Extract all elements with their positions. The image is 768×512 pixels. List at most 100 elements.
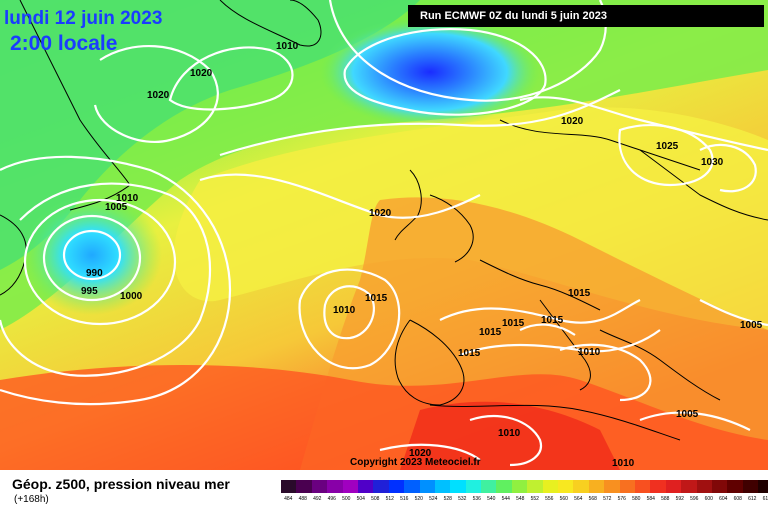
- isobar-990: [62, 229, 122, 281]
- isobar-label: 990: [86, 268, 103, 279]
- isobar-label: 1030: [701, 157, 724, 168]
- isobar-label: 1020: [561, 116, 584, 127]
- weather-map: 1010 1020 1020 1010 1005 990 995 1000 10…: [0, 0, 768, 470]
- scale-tick-label: 496: [327, 496, 336, 502]
- isobar-1030: [699, 143, 757, 193]
- scale-tick-label: 508: [371, 496, 380, 502]
- isobar-1020-atlantic: [199, 173, 481, 219]
- scale-tick-label: 500: [342, 496, 351, 502]
- isobar-1005-ne: [699, 299, 768, 327]
- isobar-1025: [618, 124, 714, 187]
- isobar-1015-north: [219, 89, 621, 157]
- scale-swatch: [542, 480, 559, 493]
- scale-tick-label: 568: [588, 496, 597, 502]
- scale-swatch: [450, 480, 466, 493]
- iceland-low: [320, 17, 540, 127]
- isobar-label: 1000: [120, 291, 143, 302]
- scale-swatch: [727, 480, 743, 493]
- baltic-coast: [639, 149, 768, 221]
- isobar-1010-med: [559, 343, 652, 402]
- isobar-1020-b: [93, 45, 219, 143]
- scale-tick-label: 576: [617, 496, 626, 502]
- isobar-label: 1015: [568, 288, 591, 299]
- north-africa-coast: [429, 404, 681, 441]
- scale-swatch: [388, 480, 405, 493]
- scale-swatch: [481, 480, 497, 493]
- scale-tick-label: 544: [501, 496, 510, 502]
- scale-tick-label: 560: [559, 496, 568, 502]
- isobar-label: 1020: [190, 68, 213, 79]
- scale-swatch: [758, 480, 768, 493]
- isobar-label: 1015: [365, 293, 388, 304]
- legend-title: Géop. z500, pression niveau mer: [12, 476, 230, 492]
- scale-swatch: [311, 480, 328, 493]
- scale-tick-label: 616: [762, 496, 768, 502]
- scale-swatch: [296, 480, 312, 493]
- isobar-label: 1020: [147, 90, 170, 101]
- scale-tick-label: 584: [646, 496, 655, 502]
- isobar-1010-azores: [323, 285, 375, 340]
- isobar-1015-azores: [298, 268, 401, 370]
- scale-swatch: [527, 480, 543, 493]
- scale-tick-label: 588: [661, 496, 670, 502]
- isobar-1010-west: [0, 155, 232, 406]
- isobar-1015-south: [459, 329, 661, 357]
- scale-swatch: [558, 480, 574, 493]
- balkans-coast: [599, 329, 721, 401]
- scale-tick-label: 564: [574, 496, 583, 502]
- scale-swatch: [511, 480, 528, 493]
- isobar-label: 1015: [502, 318, 525, 329]
- scale-swatch: [573, 480, 589, 493]
- isobar-label: 1010: [276, 41, 299, 52]
- isobar-1015-c: [519, 323, 576, 336]
- scale-swatch: [373, 480, 389, 493]
- copyright: Copyright 2023 Meteociel.fr: [350, 457, 481, 468]
- isobar-label: 1010: [498, 428, 521, 439]
- scale-swatch: [634, 480, 651, 493]
- scale-swatch: [404, 480, 420, 493]
- italy-coast: [539, 299, 591, 391]
- scale-tick-label: 556: [545, 496, 554, 502]
- scale-swatch: [357, 480, 374, 493]
- isobar-label: 1005: [740, 320, 763, 331]
- scale-tick-label: 612: [748, 496, 757, 502]
- scale-swatch: [342, 480, 358, 493]
- scale-swatch: [711, 480, 728, 493]
- isobar-label: 1010: [612, 458, 635, 469]
- isobar-label: 1010: [578, 347, 601, 358]
- isobar-label: 1005: [105, 202, 128, 213]
- teal-zone: [0, 0, 420, 270]
- france-coast: [479, 259, 601, 311]
- color-scale-labels: 484 488 492 496 500 504 508 512 516 520 524 528 532 5…: [281, 496, 768, 502]
- scale-swatch: [434, 480, 451, 493]
- scale-tick-label: 540: [487, 496, 496, 502]
- scale-swatch: [281, 480, 297, 493]
- isobar-1005-east: [639, 411, 751, 431]
- scale-tick-label: 604: [719, 496, 728, 502]
- legend-subtitle: (+168h): [14, 494, 49, 505]
- isobar-1020-south: [379, 443, 481, 461]
- map-canvas: [0, 0, 768, 470]
- scandinavia-coast: [499, 119, 701, 171]
- scale-swatch: [604, 480, 620, 493]
- isobar-label: 1005: [676, 409, 699, 420]
- isobar-1020-greenland: [168, 46, 294, 111]
- scale-swatch: [696, 480, 712, 493]
- color-scale: [281, 480, 768, 493]
- scale-tick-label: 504: [356, 496, 365, 502]
- isobar-label: 1010: [333, 305, 356, 316]
- scale-tick-label: 548: [516, 496, 525, 502]
- isobars: [0, 0, 768, 465]
- scale-tick-label: 572: [603, 496, 612, 502]
- scale-tick-label: 580: [632, 496, 641, 502]
- isobar-1005: [0, 182, 212, 377]
- scale-tick-label: 516: [400, 496, 409, 502]
- scale-swatch: [588, 480, 605, 493]
- scale-tick-label: 592: [675, 496, 684, 502]
- greenland-low: [22, 195, 162, 315]
- scale-swatch: [665, 480, 682, 493]
- isobar-label: 995: [81, 286, 98, 297]
- scale-swatch: [742, 480, 759, 493]
- scale-tick-label: 524: [429, 496, 438, 502]
- isobar-label: 1020: [409, 448, 432, 459]
